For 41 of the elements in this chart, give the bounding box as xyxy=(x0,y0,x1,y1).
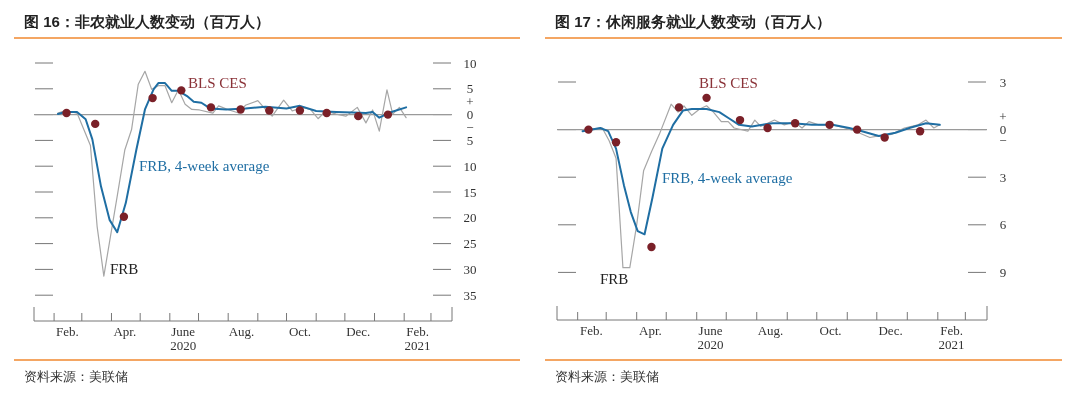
x-tick-label: Aug. xyxy=(228,324,255,339)
x-tick-label: Feb. 2021 xyxy=(938,323,965,353)
y-tick-label: 20 xyxy=(463,210,477,226)
x-tick-label: Apr. xyxy=(639,323,662,338)
x-tick-label: Aug. xyxy=(757,323,784,338)
x-tick-label: Feb. xyxy=(56,324,79,339)
chart-title: 图 16：非农就业人数变动（百万人） xyxy=(24,13,270,30)
y-tick-label: 15 xyxy=(463,184,477,200)
text: 资料来源：美联储 xyxy=(24,369,128,384)
text: 资料来源：美联储 xyxy=(555,369,659,384)
y-tick-label: + xyxy=(999,109,1007,125)
y-tick-label: 10 xyxy=(463,158,477,174)
x-tick-label: June 2020 xyxy=(170,324,197,354)
x-tick-label: Dec. xyxy=(878,323,903,338)
x-tick-label: June 2020 xyxy=(697,323,724,353)
x-tick-label: Dec. xyxy=(346,324,371,339)
y-tick-label: 30 xyxy=(463,261,477,277)
x-tick-label: Apr. xyxy=(113,324,137,339)
y-tick-label: − xyxy=(466,120,474,135)
y-tick-label: 9 xyxy=(999,264,1007,280)
series-label: FRB xyxy=(110,261,139,277)
y-tick-label: 6 xyxy=(999,217,1007,233)
y-tick-label: 35 xyxy=(463,287,477,303)
y-tick-label: 5 xyxy=(466,81,474,97)
series-label: BLS CES xyxy=(699,75,758,91)
x-tick-label: Feb. 2021 xyxy=(404,324,431,354)
y-tick-label: 0 xyxy=(466,107,474,123)
chart-title: 图 17：休闲服务就业人数变动（百万人） xyxy=(555,13,831,30)
series-label: FRB xyxy=(600,271,629,287)
y-tick-label: 10 xyxy=(463,55,477,71)
series-label: FRB, 4-week average xyxy=(662,170,793,186)
x-tick-label: Feb. xyxy=(580,323,603,338)
y-tick-label: 5 xyxy=(466,132,474,148)
x-tick-label: Oct. xyxy=(819,323,842,338)
x-tick-label: Oct. xyxy=(288,324,311,339)
series-label: BLS CES xyxy=(188,75,247,91)
series-label: FRB, 4-week average xyxy=(139,158,270,174)
y-tick-label: + xyxy=(466,94,474,110)
y-tick-label: 3 xyxy=(999,74,1007,90)
y-tick-label: 3 xyxy=(999,169,1007,185)
y-tick-label: 25 xyxy=(463,236,477,252)
